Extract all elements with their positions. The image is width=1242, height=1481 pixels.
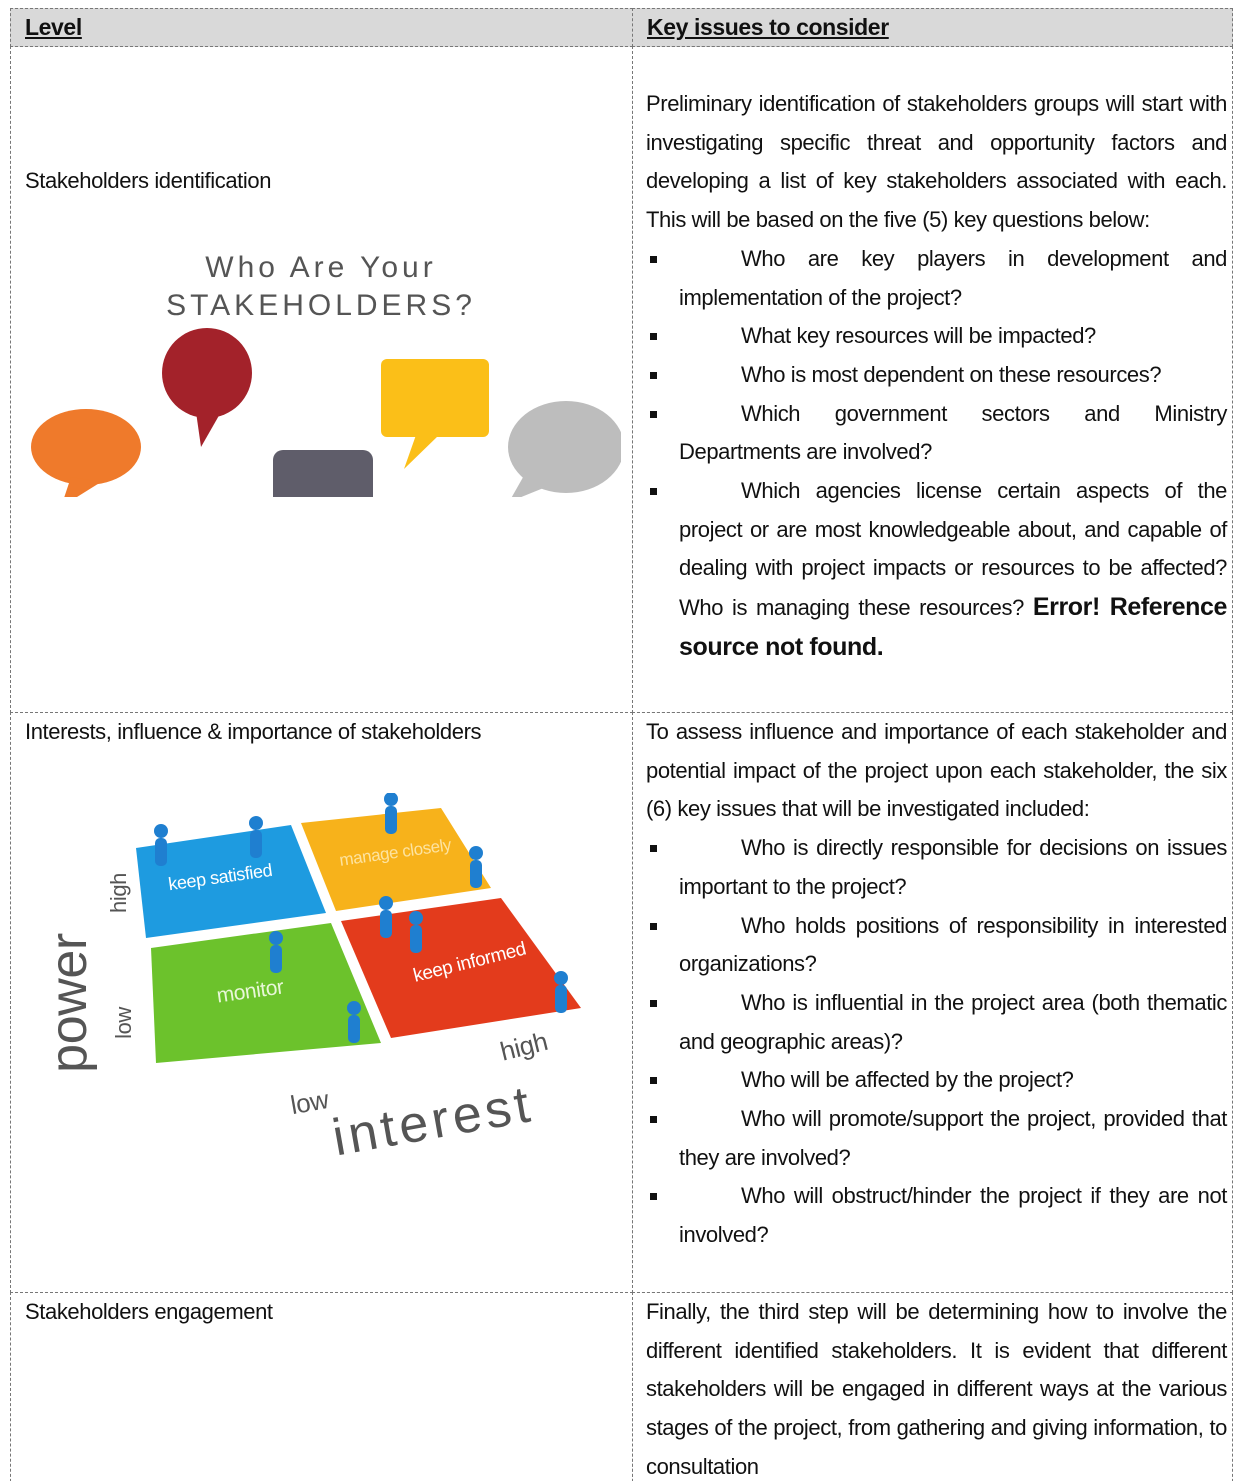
level-cell: Stakeholders engagement [10, 1292, 633, 1481]
quadrant [301, 808, 491, 911]
quadrant [341, 898, 581, 1038]
power-interest-image: keep satisfied manage closely monitor ke… [40, 793, 581, 1167]
bullet-item: Who holds positions of responsibility in… [646, 907, 1227, 984]
bubble [508, 401, 621, 493]
image-text: Who Are Your [205, 251, 436, 284]
axis-label: low [111, 1007, 136, 1039]
axis-label: low [288, 1084, 331, 1120]
header-cell: Level [10, 8, 633, 47]
bullet-item: What key resources will be impacted? [646, 317, 1227, 356]
bullet-text: Which agencies license certain aspects o… [679, 478, 1227, 621]
quadrant [151, 923, 381, 1063]
bubble-tail [404, 435, 439, 469]
bubble [273, 450, 373, 497]
bubble-tail [64, 477, 101, 497]
bullet-list: Who is directly responsible for decision… [646, 829, 1227, 1255]
issues-cell: Preliminary identification of stakeholde… [632, 46, 1233, 713]
intro-text: Finally, the third step will be determin… [646, 1299, 1227, 1479]
bullet-item: Who is most dependent on these resources… [646, 356, 1227, 395]
bullet-item: Who is directly responsible for decision… [646, 829, 1227, 906]
error-note: Error! Reference source not found. [679, 593, 1227, 661]
bullet-item: Who will be affected by the project? [646, 1061, 1227, 1100]
bubble-tail [196, 412, 221, 447]
axis-label: interest [328, 1075, 538, 1167]
people [154, 793, 568, 1043]
bullet-item: Who are key players in development and i… [646, 240, 1227, 317]
bullet-item: Who will promote/support the project, pr… [646, 1100, 1227, 1177]
stakeholders-image: Who Are Your STAKEHOLDERS? [31, 251, 621, 497]
level-text: Interests, influence & importance of sta… [25, 719, 482, 744]
axis-label: power [40, 933, 98, 1073]
bubble [162, 328, 252, 418]
axis-label: high [497, 1026, 550, 1067]
image-text: STAKEHOLDERS? [166, 289, 476, 322]
level-cell: Stakeholders identification Who Are Your… [10, 46, 633, 713]
bubble [381, 359, 489, 437]
axis-label: high [106, 873, 131, 913]
bullet-item: Who is influential in the project area (… [646, 984, 1227, 1061]
header-text: Key issues to consider [647, 14, 889, 40]
intro-text: Preliminary identification of stakeholde… [646, 91, 1227, 233]
header-text: Level [25, 14, 82, 40]
issues-cell: To assess influence and importance of ea… [632, 712, 1233, 1293]
bullet-item: Which government sectors and Ministry De… [646, 395, 1227, 472]
bullet-item: Who will obstruct/hinder the project if … [646, 1177, 1227, 1254]
bubble [31, 409, 141, 485]
intro-text: To assess influence and importance of ea… [646, 719, 1227, 822]
header-cell: Key issues to consider [632, 8, 1233, 47]
issues-cell: Finally, the third step will be determin… [632, 1292, 1233, 1481]
bullet-list: Who are key players in development and i… [646, 240, 1227, 668]
bullet-item: Which agencies license certain aspects o… [646, 472, 1227, 668]
level-text: Stakeholders identification [25, 168, 272, 193]
bubble-tail [511, 472, 546, 497]
level-text: Stakeholders engagement [25, 1299, 273, 1324]
level-cell: Interests, influence & importance of sta… [10, 712, 633, 1293]
quadrant [136, 825, 326, 938]
